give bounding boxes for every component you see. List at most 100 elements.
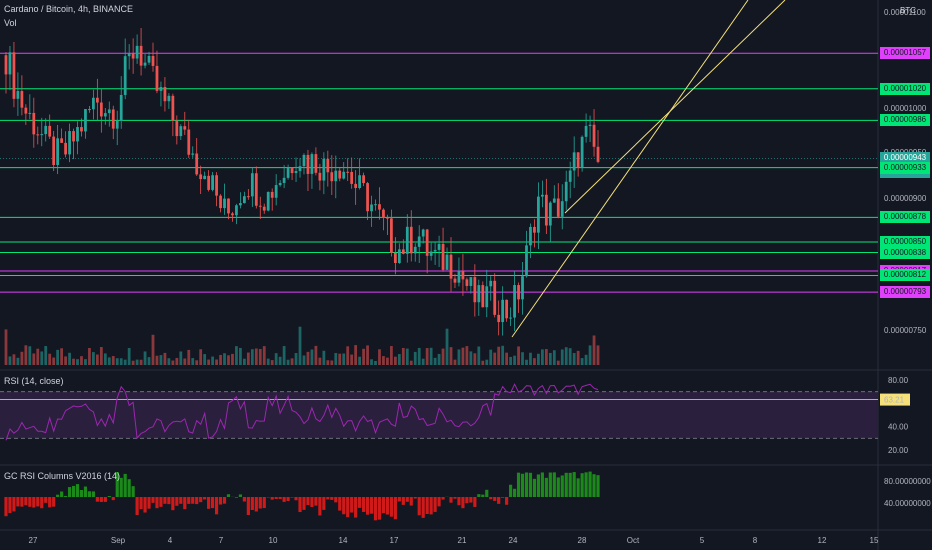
price-level-label: 0.00000838 [880, 246, 930, 259]
candle-body [501, 299, 505, 323]
gc-column [385, 497, 390, 515]
volume-bar [298, 326, 302, 365]
volume-bar [135, 359, 139, 365]
gc-column [524, 472, 529, 497]
candle-body [509, 317, 512, 319]
candle-body [592, 124, 596, 147]
gc-column [560, 475, 564, 497]
gc-label: GC RSI Columns V2016 (14) [4, 471, 121, 481]
candle-body [393, 252, 397, 264]
gc-column [32, 497, 36, 508]
volume-bar [266, 358, 270, 365]
candle-body [421, 229, 425, 237]
gc-column [421, 497, 425, 518]
candle-body [425, 229, 429, 256]
gc-column [203, 497, 207, 500]
price-level-label: 0.00001057 [880, 47, 930, 60]
gc-column [393, 497, 397, 520]
gc-column [171, 497, 175, 511]
volume-bar [326, 360, 330, 365]
volume-bar [243, 358, 246, 365]
gc-column [199, 497, 203, 503]
gc-column [544, 477, 548, 497]
volume-bar [417, 347, 421, 365]
candle-body [493, 280, 497, 315]
gc-column [548, 472, 552, 497]
gc-column [40, 497, 44, 509]
candle-body [596, 146, 600, 162]
gc-column [12, 497, 16, 512]
volume-bar [421, 358, 425, 365]
volume-bar [139, 359, 143, 365]
volume-bar [84, 359, 87, 365]
gc-column [139, 497, 143, 510]
volume-bar [215, 359, 218, 365]
gc-column [246, 497, 250, 516]
volume-bar [12, 354, 16, 365]
volume-bar [20, 351, 24, 365]
volume-bar [533, 358, 536, 365]
volume-bar [576, 350, 580, 365]
gc-column [306, 497, 310, 506]
price-tick-label: 0.00000900 [884, 194, 927, 203]
candle-body [417, 236, 421, 247]
volume-bar [525, 359, 528, 365]
candle-body [397, 249, 401, 264]
volume-bar [119, 358, 123, 365]
gc-column [429, 497, 433, 515]
candle-body [576, 152, 580, 167]
candle-body [290, 168, 294, 174]
gc-column [290, 497, 294, 498]
candle-body [52, 136, 56, 165]
volume-bar [338, 353, 342, 365]
rsi-band [0, 391, 878, 439]
gc-column [509, 484, 513, 497]
volume-bar [473, 353, 477, 365]
candle-body [390, 218, 393, 253]
volume-bar [382, 356, 385, 365]
candle-body [580, 136, 584, 167]
gc-column [64, 495, 68, 497]
volume-bar [56, 349, 60, 365]
candle-body [131, 53, 135, 59]
gc-column [278, 497, 282, 500]
gc-column [373, 497, 378, 521]
gc-column [497, 497, 501, 504]
volume-bar [322, 350, 326, 365]
volume-bar [76, 359, 79, 365]
volume-bar [179, 351, 183, 365]
gc-column [322, 497, 326, 510]
candle-body [151, 56, 155, 66]
candle-body [366, 183, 369, 212]
candle-body [183, 126, 187, 130]
gc-tick-label: 40.00000000 [884, 499, 931, 508]
candle-body [429, 251, 433, 256]
price-level-label: 0.00000812 [880, 269, 930, 282]
candle-body [322, 158, 326, 181]
volume-bar [227, 355, 230, 365]
gc-column [540, 472, 544, 497]
time-tick-label: Sep [111, 536, 126, 545]
gc-column [79, 490, 84, 497]
gc-column [485, 489, 489, 497]
volume-bar [72, 358, 75, 365]
volume-bar [111, 356, 115, 365]
candle-body [211, 175, 214, 190]
volume-bar [556, 360, 560, 365]
volume-bar [588, 345, 592, 365]
price-tick-label: 0.00000750 [884, 326, 927, 335]
volume-bar [270, 360, 274, 365]
candle-body [346, 171, 350, 173]
volume-bar [401, 347, 405, 365]
gc-column [75, 484, 80, 497]
candle-body [318, 172, 322, 181]
candle-body [350, 171, 354, 184]
candle-body [235, 205, 238, 216]
volume-bar [235, 346, 238, 365]
candle-body [199, 174, 203, 180]
volume-bar [115, 358, 119, 365]
gc-column [338, 497, 342, 511]
candle-body [413, 246, 417, 254]
volume-bar [457, 349, 461, 365]
